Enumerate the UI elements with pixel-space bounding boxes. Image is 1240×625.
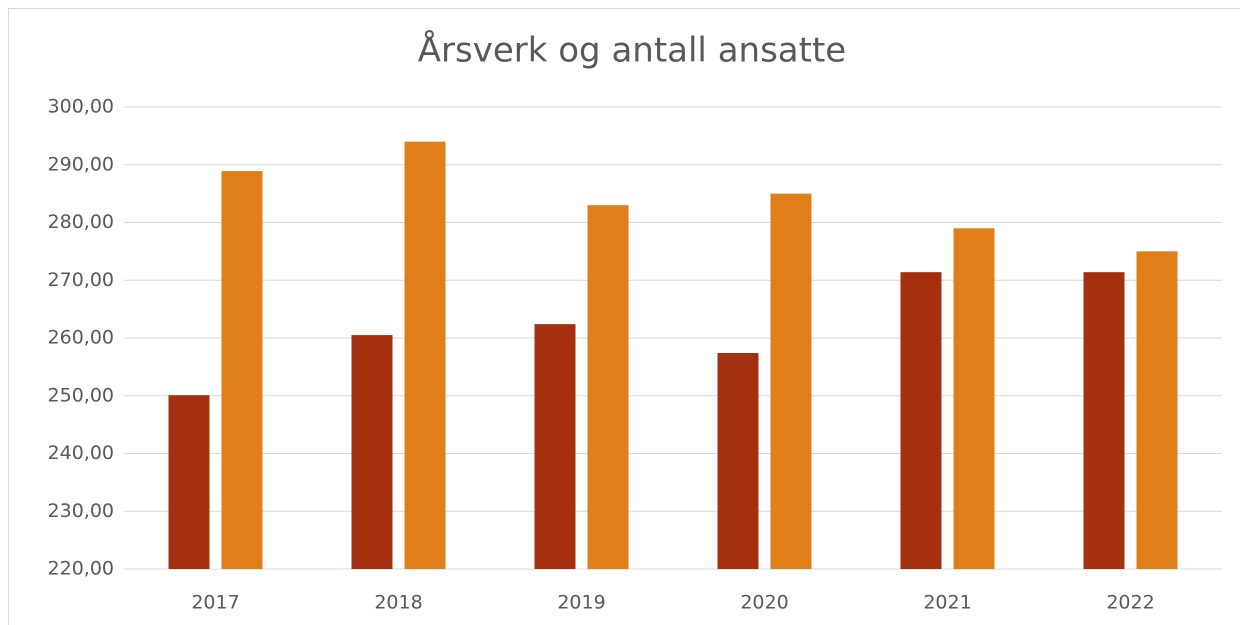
bar	[717, 353, 759, 569]
y-tick-label: 280,00	[48, 211, 114, 233]
y-tick-label: 240,00	[48, 442, 114, 464]
x-tick-label: 2022	[1106, 592, 1154, 614]
x-tick-label: 2018	[374, 592, 422, 614]
bar	[404, 141, 446, 569]
chart-title: Årsverk og antall ansatte	[418, 30, 846, 71]
x-tick-label: 2019	[557, 592, 605, 614]
y-tick-label: 260,00	[48, 327, 114, 349]
y-tick-label: 220,00	[48, 558, 114, 580]
bar	[953, 228, 995, 569]
bar	[1136, 251, 1178, 569]
bar	[168, 395, 210, 569]
x-tick-label: 2017	[191, 592, 239, 614]
x-tick-label: 2020	[740, 592, 788, 614]
bar	[770, 193, 812, 569]
y-tick-label: 270,00	[48, 269, 114, 291]
bar	[351, 335, 393, 569]
y-tick-label: 290,00	[48, 153, 114, 175]
bar	[221, 171, 263, 570]
bar	[534, 324, 576, 569]
y-tick-label: 250,00	[48, 384, 114, 406]
y-tick-label: 230,00	[48, 500, 114, 522]
x-tick-label: 2021	[923, 592, 971, 614]
bar	[1083, 272, 1125, 569]
bar	[900, 272, 942, 569]
bar	[587, 205, 629, 570]
y-tick-label: 300,00	[48, 96, 114, 118]
